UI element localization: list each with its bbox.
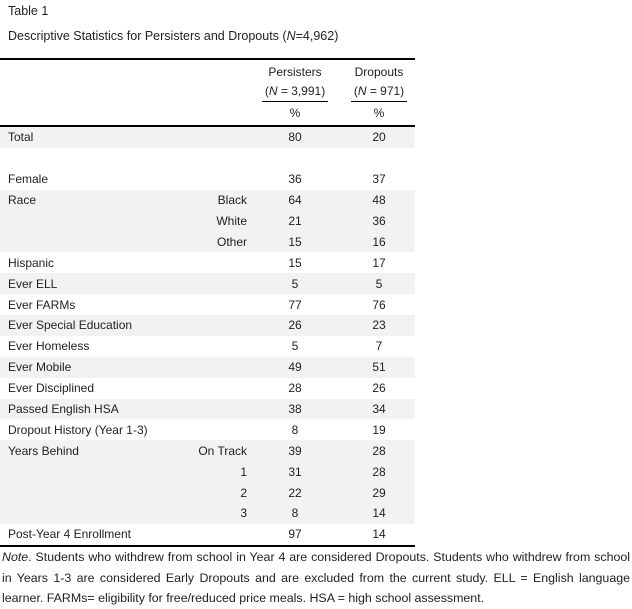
row-label: Post-Year 4 Enrollment <box>8 527 131 542</box>
row-label: Ever FARMs <box>8 297 76 312</box>
row-label: Dropout History (Year 1-3) <box>8 422 148 437</box>
row-label: Passed English HSA <box>8 402 119 417</box>
column-name: Persisters <box>268 65 322 79</box>
table-row: Total 80 20 <box>0 127 415 148</box>
table-row: Ever Disciplined 28 26 <box>0 378 415 399</box>
dropouts-value: 7 <box>375 339 383 354</box>
persisters-value: 8 <box>291 506 299 521</box>
persisters-value: 28 <box>288 381 302 396</box>
persisters-value: 80 <box>288 130 302 145</box>
table-row: 3 8 14 <box>0 503 415 524</box>
row-sublabel: Other <box>216 234 247 249</box>
column-header-dropouts: Dropouts (N = 971) % <box>343 60 415 124</box>
table-row: Years Behind On Track 39 28 <box>0 440 415 462</box>
table-row: Ever FARMs 77 76 <box>0 294 415 315</box>
table-row <box>0 148 415 169</box>
statistics-table: Persisters (N = 3,991) % Dropouts (N = 9… <box>0 58 415 547</box>
row-sublabel: 3 <box>240 506 247 521</box>
persisters-value: 77 <box>288 297 302 312</box>
caption-suffix: =4,962) <box>295 29 339 43</box>
column-header-persisters: Persisters (N = 3,991) % <box>247 60 343 124</box>
row-label: Ever ELL <box>8 276 58 291</box>
caption-text: Descriptive Statistics for Persisters an… <box>8 29 287 43</box>
dropouts-value: 26 <box>372 381 386 396</box>
row-label: Female <box>8 172 49 187</box>
row-sublabel: 2 <box>240 485 247 500</box>
table-row: Hispanic 15 17 <box>0 252 415 273</box>
column-n: (N = 3,991) <box>261 82 329 102</box>
persisters-value: 15 <box>288 234 302 249</box>
row-label: Ever Disciplined <box>8 381 95 396</box>
dropouts-value: 51 <box>372 360 386 375</box>
dropouts-value: 17 <box>372 255 386 270</box>
column-unit: % <box>373 106 385 120</box>
persisters-value: 97 <box>288 527 302 542</box>
persisters-value: 49 <box>288 360 302 375</box>
row-sublabel: 1 <box>240 464 247 479</box>
persisters-value: 39 <box>288 443 302 458</box>
row-label: Ever Special Education <box>8 318 133 333</box>
persisters-value: 15 <box>288 255 302 270</box>
table-row: Female 36 37 <box>0 169 415 190</box>
table-row: Other 15 16 <box>0 231 415 253</box>
persisters-value: 5 <box>291 276 299 291</box>
dropouts-value: 5 <box>375 276 383 291</box>
persisters-value: 36 <box>288 172 302 187</box>
column-unit: % <box>289 106 301 120</box>
table-row: Ever Special Education 26 23 <box>0 315 415 336</box>
table-row: Race Black 64 48 <box>0 189 415 211</box>
persisters-value: 22 <box>288 485 302 500</box>
table-row: 2 22 29 <box>0 482 415 504</box>
table-row: Ever ELL 5 5 <box>0 273 415 295</box>
row-label: Years Behind <box>8 443 79 458</box>
persisters-value: 64 <box>288 193 302 208</box>
caption-n-italic: N <box>286 29 296 43</box>
persisters-value: 26 <box>288 318 302 333</box>
persisters-value: 31 <box>288 464 302 479</box>
note-italic-prefix: Note <box>2 550 29 564</box>
row-label: Hispanic <box>8 255 55 270</box>
table-row: Dropout History (Year 1-3) 8 19 <box>0 419 415 440</box>
row-label: Total <box>8 130 34 145</box>
table-note: Note. Students who withdrew from school … <box>2 547 630 609</box>
table-row: Ever Homeless 5 7 <box>0 336 415 357</box>
table-header: Persisters (N = 3,991) % Dropouts (N = 9… <box>0 58 415 127</box>
table-row: Passed English HSA 38 34 <box>0 398 415 420</box>
note-text: . Students who withdrew from school in Y… <box>2 550 630 605</box>
persisters-value: 38 <box>288 402 302 417</box>
row-label: Ever Homeless <box>8 339 90 354</box>
column-n: (N = 971) <box>350 82 408 102</box>
dropouts-value: 23 <box>372 318 386 333</box>
column-name: Dropouts <box>354 65 404 79</box>
persisters-value: 21 <box>288 214 302 228</box>
table-row: 1 31 28 <box>0 461 415 483</box>
dropouts-value: 20 <box>372 130 386 145</box>
dropouts-value: 14 <box>372 527 386 542</box>
table-caption: Descriptive Statistics for Persisters an… <box>8 29 338 43</box>
table-row: Post-Year 4 Enrollment 97 14 <box>0 524 415 545</box>
dropouts-value: 37 <box>372 172 386 187</box>
table-label: Table 1 <box>8 4 49 18</box>
row-label: Ever Mobile <box>8 360 72 375</box>
row-sublabel: Black <box>217 193 247 208</box>
dropouts-value: 14 <box>372 506 386 521</box>
persisters-value: 5 <box>291 339 299 354</box>
dropouts-value: 36 <box>372 214 386 228</box>
dropouts-value: 28 <box>372 464 386 479</box>
persisters-value: 8 <box>291 422 299 437</box>
dropouts-value: 19 <box>372 422 386 437</box>
dropouts-value: 28 <box>372 443 386 458</box>
dropouts-value: 76 <box>372 297 386 312</box>
table-row: White 21 36 <box>0 210 415 232</box>
table-bottom-rule <box>0 544 415 547</box>
row-label: Race <box>8 193 37 208</box>
table-row: Ever Mobile 49 51 <box>0 356 415 378</box>
dropouts-value: 34 <box>372 402 386 417</box>
dropouts-value: 16 <box>372 234 386 249</box>
table-body: Total 80 20 Female 36 37 Race Black 64 4… <box>0 127 415 545</box>
dropouts-value: 29 <box>372 485 386 500</box>
row-sublabel: On Track <box>198 443 247 458</box>
row-sublabel: White <box>216 214 247 228</box>
dropouts-value: 48 <box>372 193 386 208</box>
